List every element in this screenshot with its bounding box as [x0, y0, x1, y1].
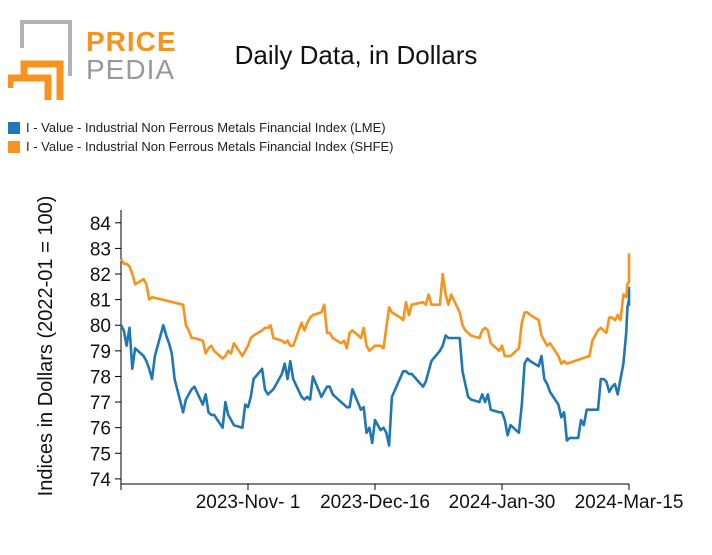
chart-legend: I - Value - Industrial Non Ferrous Metal… — [8, 118, 394, 156]
series-line-lme — [119, 286, 631, 447]
pricepedia-logo: PRICE PEDIA — [6, 20, 176, 100]
legend-label-lme: I - Value - Industrial Non Ferrous Metal… — [26, 120, 386, 135]
chart-title: Daily Data, in Dollars — [234, 40, 478, 70]
legend-swatch-lme — [8, 121, 20, 134]
x-tick-label: 2024-Mar-15 — [575, 492, 684, 513]
y-tick-label: 80 — [90, 316, 111, 337]
x-tick-label: 2023-Dec-16 — [320, 492, 430, 513]
logo-word-price: PRICE — [86, 26, 177, 57]
y-tick-label: 74 — [90, 470, 112, 491]
y-tick-label: 82 — [90, 265, 111, 286]
y-tick-label: 84 — [90, 214, 112, 235]
y-tick-label: 76 — [90, 419, 111, 440]
legend-item-shfe[interactable]: I - Value - Industrial Non Ferrous Metal… — [8, 137, 394, 156]
series-line-shfe — [119, 253, 631, 365]
y-axis: 74 75 76 77 78 79 80 81 82 83 84 — [90, 210, 122, 491]
x-axis: 2023-Nov- 1 2023-Dec-16 2024-Jan-30 2024-Ma… — [120, 483, 684, 513]
y-tick-label: 78 — [90, 367, 111, 388]
y-tick-label: 79 — [90, 342, 111, 363]
y-tick-label: 83 — [90, 239, 111, 260]
y-axis-title: Indices in Dollars (2022-01 = 100) — [35, 196, 57, 497]
series-lines — [119, 253, 631, 447]
x-tick-label: 2024-Jan-30 — [449, 492, 556, 513]
y-tick-label: 75 — [90, 444, 111, 465]
legend-swatch-shfe — [8, 140, 20, 153]
y-tick-label: 81 — [90, 291, 111, 312]
y-tick-label: 77 — [90, 393, 111, 414]
logo-word-pedia: PEDIA — [86, 54, 176, 85]
legend-label-shfe: I - Value - Industrial Non Ferrous Metal… — [26, 139, 394, 154]
x-tick-label: 2023-Nov- 1 — [196, 492, 301, 513]
logo-mark-icon — [6, 20, 72, 100]
legend-item-lme[interactable]: I - Value - Industrial Non Ferrous Metal… — [8, 118, 394, 137]
